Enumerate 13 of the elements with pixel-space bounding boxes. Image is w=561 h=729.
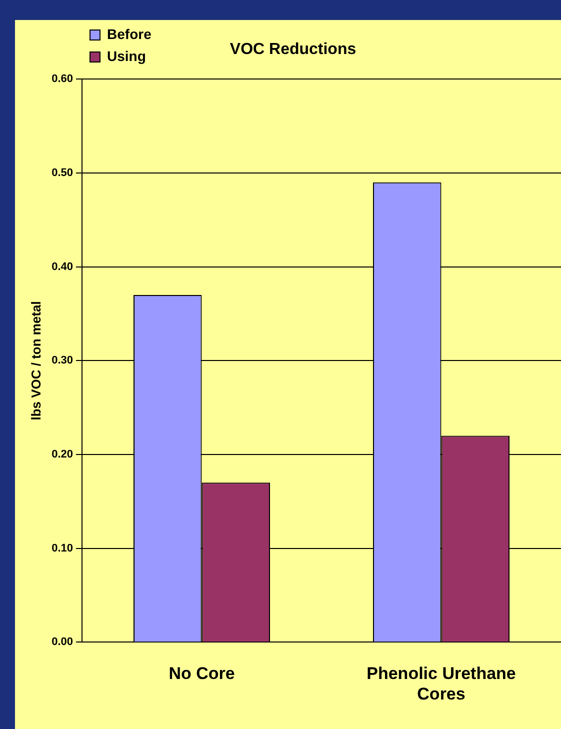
y-tick-label: 0.20 <box>52 448 74 461</box>
legend-label: Using <box>107 48 146 64</box>
x-tick-label: No Core <box>168 664 235 684</box>
y-tick-label: 0.30 <box>52 354 74 367</box>
y-axis-title: lbs VOC / ton metal <box>28 301 44 420</box>
y-tick-label: 0.60 <box>52 73 74 86</box>
x-tick-label: Phenolic Urethane Cores <box>366 664 516 704</box>
y-tick-label: 0.50 <box>52 167 74 180</box>
chart-title: VOC Reductions <box>230 41 356 58</box>
y-tick-label: 0.10 <box>52 542 74 554</box>
y-tick-label: 0.00 <box>52 636 74 648</box>
legend-label: Before <box>107 26 152 42</box>
y-tick-label: 0.40 <box>52 260 74 273</box>
